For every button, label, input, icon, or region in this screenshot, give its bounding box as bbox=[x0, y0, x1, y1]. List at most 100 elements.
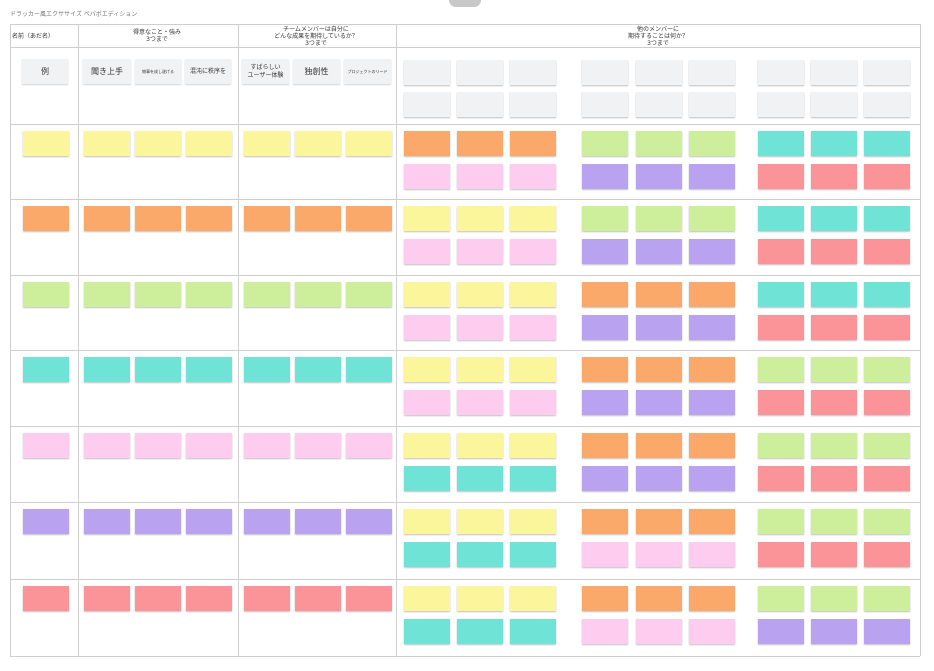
example-blank-note[interactable] bbox=[582, 60, 628, 85]
member-strength-note[interactable] bbox=[186, 206, 232, 231]
expect-from-other-note[interactable] bbox=[510, 509, 556, 534]
expect-from-other-note[interactable] bbox=[758, 357, 804, 382]
expect-from-other-note[interactable] bbox=[758, 206, 804, 231]
member-expected-note[interactable] bbox=[244, 586, 290, 611]
member-strength-note[interactable] bbox=[84, 357, 130, 382]
member-expected-note[interactable] bbox=[244, 509, 290, 534]
expect-from-other-note[interactable] bbox=[811, 466, 857, 491]
expect-from-other-note[interactable] bbox=[864, 357, 910, 382]
expect-from-other-note[interactable] bbox=[582, 315, 628, 340]
expect-from-other-note[interactable] bbox=[758, 433, 804, 458]
member-name-note[interactable] bbox=[23, 357, 69, 382]
member-strength-note[interactable] bbox=[135, 586, 181, 611]
expect-from-other-note[interactable] bbox=[457, 390, 503, 415]
member-expected-note[interactable] bbox=[346, 282, 392, 307]
expect-from-other-note[interactable] bbox=[582, 206, 628, 231]
member-expected-note[interactable] bbox=[295, 357, 341, 382]
expect-from-other-note[interactable] bbox=[582, 239, 628, 264]
expect-from-other-note[interactable] bbox=[864, 466, 910, 491]
expect-from-other-note[interactable] bbox=[510, 390, 556, 415]
member-name-note[interactable] bbox=[23, 282, 69, 307]
expect-from-other-note[interactable] bbox=[758, 509, 804, 534]
member-expected-note[interactable] bbox=[346, 433, 392, 458]
member-expected-note[interactable] bbox=[295, 509, 341, 534]
expect-from-other-note[interactable] bbox=[689, 131, 735, 156]
expect-from-other-note[interactable] bbox=[457, 433, 503, 458]
expect-from-other-note[interactable] bbox=[457, 586, 503, 611]
expect-from-other-note[interactable] bbox=[510, 619, 556, 644]
expect-from-other-note[interactable] bbox=[758, 239, 804, 264]
expect-from-other-note[interactable] bbox=[689, 282, 735, 307]
member-expected-note[interactable] bbox=[244, 131, 290, 156]
example-expected-note[interactable]: すばらしい ユーザー体験 bbox=[242, 59, 289, 84]
expect-from-other-note[interactable] bbox=[510, 315, 556, 340]
member-expected-note[interactable] bbox=[295, 282, 341, 307]
expect-from-other-note[interactable] bbox=[404, 466, 450, 491]
expect-from-other-note[interactable] bbox=[689, 586, 735, 611]
expect-from-other-note[interactable] bbox=[582, 509, 628, 534]
expect-from-other-note[interactable] bbox=[510, 542, 556, 567]
expect-from-other-note[interactable] bbox=[864, 131, 910, 156]
expect-from-other-note[interactable] bbox=[864, 239, 910, 264]
example-strength-note[interactable]: 物事を成し遂げる bbox=[135, 59, 181, 84]
member-strength-note[interactable] bbox=[84, 131, 130, 156]
expect-from-other-note[interactable] bbox=[404, 390, 450, 415]
member-strength-note[interactable] bbox=[135, 509, 181, 534]
expect-from-other-note[interactable] bbox=[404, 542, 450, 567]
member-expected-note[interactable] bbox=[295, 206, 341, 231]
expect-from-other-note[interactable] bbox=[510, 239, 556, 264]
expect-from-other-note[interactable] bbox=[811, 390, 857, 415]
member-expected-note[interactable] bbox=[295, 131, 341, 156]
member-strength-note[interactable] bbox=[135, 206, 181, 231]
expect-from-other-note[interactable] bbox=[404, 433, 450, 458]
expect-from-other-note[interactable] bbox=[864, 164, 910, 189]
expect-from-other-note[interactable] bbox=[636, 433, 682, 458]
expect-from-other-note[interactable] bbox=[636, 466, 682, 491]
expect-from-other-note[interactable] bbox=[636, 164, 682, 189]
expect-from-other-note[interactable] bbox=[457, 542, 503, 567]
member-expected-note[interactable] bbox=[346, 509, 392, 534]
expect-from-other-note[interactable] bbox=[864, 390, 910, 415]
expect-from-other-note[interactable] bbox=[457, 509, 503, 534]
expect-from-other-note[interactable] bbox=[811, 357, 857, 382]
example-blank-note[interactable] bbox=[758, 60, 804, 85]
expect-from-other-note[interactable] bbox=[510, 466, 556, 491]
member-name-note[interactable] bbox=[23, 586, 69, 611]
expect-from-other-note[interactable] bbox=[457, 164, 503, 189]
member-expected-note[interactable] bbox=[346, 131, 392, 156]
expect-from-other-note[interactable] bbox=[404, 509, 450, 534]
member-strength-note[interactable] bbox=[84, 433, 130, 458]
member-strength-note[interactable] bbox=[84, 509, 130, 534]
expect-from-other-note[interactable] bbox=[811, 239, 857, 264]
expect-from-other-note[interactable] bbox=[582, 586, 628, 611]
expect-from-other-note[interactable] bbox=[811, 586, 857, 611]
expect-from-other-note[interactable] bbox=[582, 542, 628, 567]
expect-from-other-note[interactable] bbox=[457, 206, 503, 231]
member-strength-note[interactable] bbox=[186, 586, 232, 611]
expect-from-other-note[interactable] bbox=[864, 206, 910, 231]
expect-from-other-note[interactable] bbox=[457, 466, 503, 491]
expect-from-other-note[interactable] bbox=[689, 390, 735, 415]
example-blank-note[interactable] bbox=[636, 60, 682, 85]
member-name-note[interactable] bbox=[23, 433, 69, 458]
expect-from-other-note[interactable] bbox=[457, 619, 503, 644]
expect-from-other-note[interactable] bbox=[758, 164, 804, 189]
member-strength-note[interactable] bbox=[135, 282, 181, 307]
member-name-note[interactable] bbox=[23, 509, 69, 534]
expect-from-other-note[interactable] bbox=[582, 131, 628, 156]
expect-from-other-note[interactable] bbox=[636, 542, 682, 567]
expect-from-other-note[interactable] bbox=[811, 131, 857, 156]
expect-from-other-note[interactable] bbox=[758, 315, 804, 340]
example-blank-note[interactable] bbox=[457, 92, 503, 117]
expect-from-other-note[interactable] bbox=[636, 509, 682, 534]
member-name-note[interactable] bbox=[23, 206, 69, 231]
member-strength-note[interactable] bbox=[186, 131, 232, 156]
expect-from-other-note[interactable] bbox=[457, 315, 503, 340]
expect-from-other-note[interactable] bbox=[404, 586, 450, 611]
expect-from-other-note[interactable] bbox=[582, 282, 628, 307]
expect-from-other-note[interactable] bbox=[689, 239, 735, 264]
expect-from-other-note[interactable] bbox=[811, 282, 857, 307]
example-name-note[interactable]: 例 bbox=[22, 59, 68, 84]
expect-from-other-note[interactable] bbox=[864, 619, 910, 644]
expect-from-other-note[interactable] bbox=[864, 509, 910, 534]
